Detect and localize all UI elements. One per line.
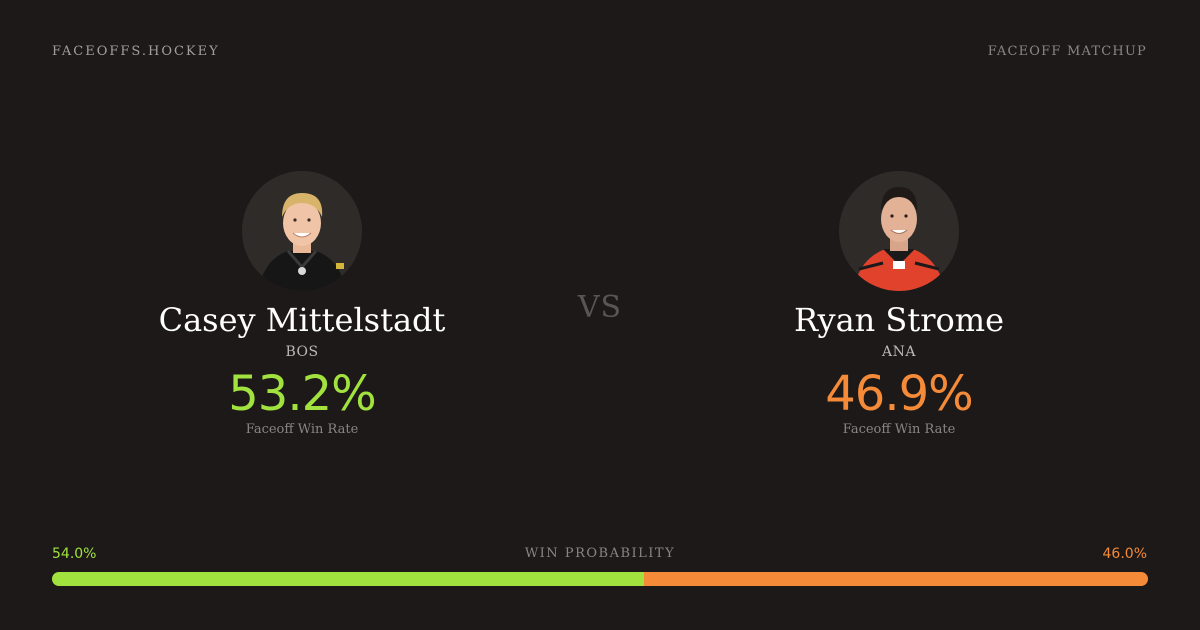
site-brand: FACEOFFS.HOCKEY bbox=[52, 44, 220, 59]
win-probability-bar-left-segment bbox=[52, 572, 644, 586]
page-tagline: FACEOFF MATCHUP bbox=[987, 44, 1147, 59]
player-name-left: Casey Mittelstadt bbox=[158, 301, 446, 339]
player-name-right: Ryan Strome bbox=[793, 301, 1005, 339]
win-probability-right-value: 46.0% bbox=[1102, 546, 1147, 562]
win-probability-title: WIN PROBABILITY bbox=[524, 546, 676, 561]
player-card-left: Casey Mittelstadt BOS 53.2% Faceoff Win … bbox=[102, 171, 502, 437]
player-card-right: Ryan Strome ANA 46.9% Faceoff Win Rate bbox=[699, 171, 1099, 437]
player-win-rate-left: 53.2% bbox=[228, 366, 376, 422]
win-probability-bar-right-segment bbox=[643, 572, 1148, 586]
player-avatar-right bbox=[839, 171, 959, 291]
player-win-rate-label-left: Faceoff Win Rate bbox=[245, 422, 359, 437]
player-avatar-left bbox=[242, 171, 362, 291]
player-win-rate-right: 46.9% bbox=[825, 366, 973, 422]
win-probability-bar bbox=[52, 572, 1148, 586]
player-team-right: ANA bbox=[882, 344, 916, 360]
player-team-left: BOS bbox=[285, 344, 319, 360]
player-win-rate-label-right: Faceoff Win Rate bbox=[842, 422, 956, 437]
win-probability-left-value: 54.0% bbox=[52, 546, 97, 562]
versus-label: VS bbox=[577, 290, 623, 325]
